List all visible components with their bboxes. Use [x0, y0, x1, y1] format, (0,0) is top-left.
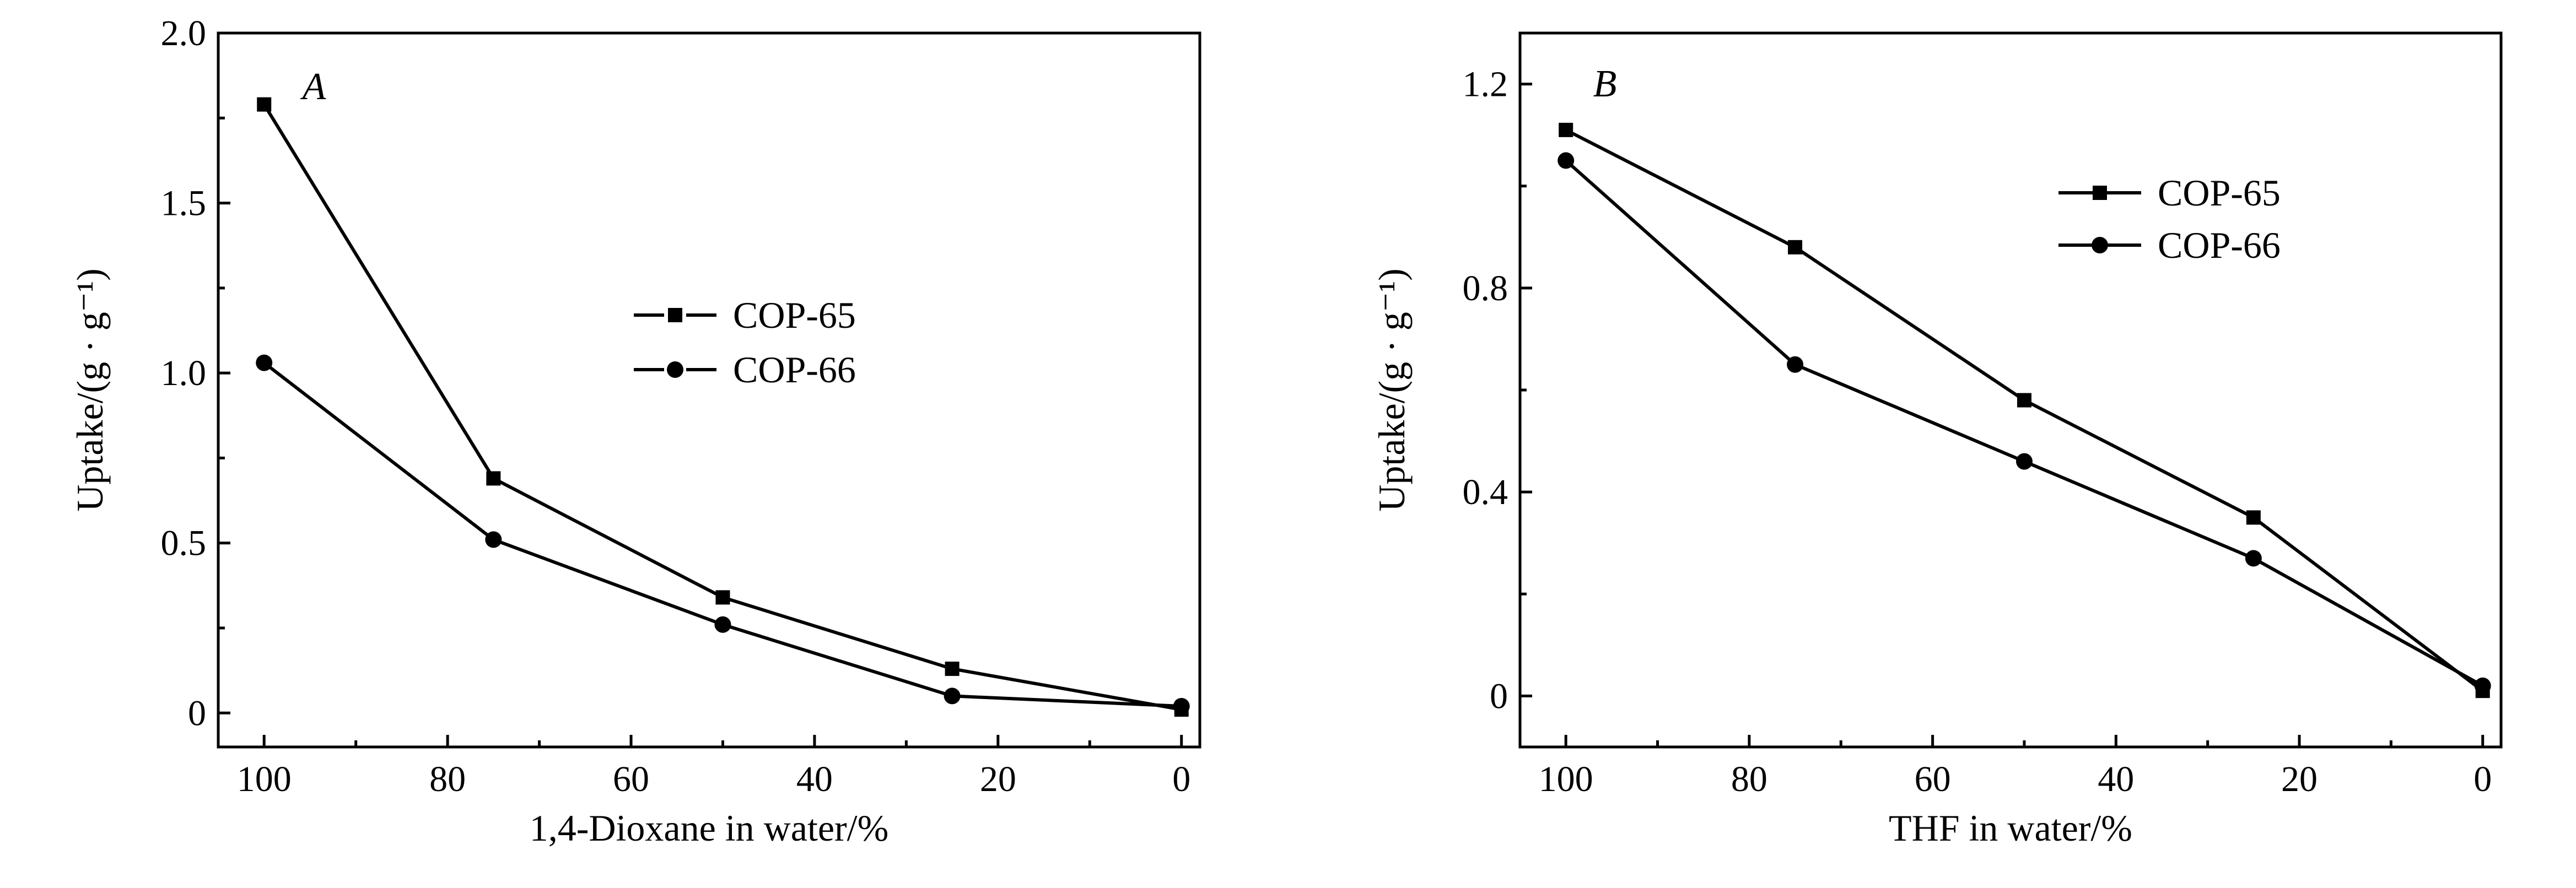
data-point-square [945, 662, 960, 676]
legend-marker-circle [667, 361, 683, 378]
y-tick-label: 0 [188, 693, 206, 733]
y-tick-label: 0 [1490, 676, 1508, 716]
x-tick-label: 20 [980, 759, 1016, 799]
chart-panel-b: 100 80 60 40 20 0 0 0.4 0.8 1.2 THF in water/% Upta… [1371, 31, 2503, 849]
data-point-circle [1787, 356, 1804, 373]
panel-label: B [1593, 63, 1617, 105]
y-tick-label: 0.5 [161, 523, 207, 564]
data-point-square [257, 97, 272, 112]
legend-label: COP-66 [2158, 224, 2281, 266]
x-tick-label: 0 [1172, 759, 1190, 799]
y-tick-label: 1.5 [161, 183, 207, 224]
y-axis-title: Uptake/(g · g⁻¹) [69, 268, 111, 511]
legend-label: COP-66 [733, 349, 856, 391]
legend-marker-square [668, 308, 682, 322]
data-point-circle [1558, 152, 1575, 169]
legend-label: COP-65 [2158, 172, 2281, 214]
legend-marker-circle [2092, 237, 2108, 253]
y-tick-label: 1.0 [161, 353, 207, 393]
y-tick-label: 0.4 [1463, 472, 1508, 512]
legend: COP-65 COP-66 [2058, 172, 2281, 266]
data-point-circle [2245, 550, 2262, 567]
x-tick-label: 20 [2281, 759, 2318, 799]
data-point-circle [714, 616, 731, 633]
chart-panel-a: 100 80 60 40 20 0 0 0.5 1.0 1.5 2.0 1,4-Dioxane in … [69, 13, 1201, 849]
legend-marker-square [2093, 186, 2107, 200]
legend: COP-65 COP-66 [634, 294, 856, 391]
data-point-circle [2015, 453, 2033, 470]
data-point-circle [944, 687, 961, 705]
x-tick-label: 60 [613, 759, 649, 799]
x-tick-label: 80 [1731, 759, 1767, 799]
data-point-circle [256, 354, 273, 371]
x-tick-label: 80 [429, 759, 466, 799]
x-tick-label: 100 [237, 759, 292, 799]
series-line-cop-65 [1565, 128, 2484, 692]
data-point-square [2017, 393, 2031, 408]
x-tick-label: 0 [2473, 759, 2492, 799]
data-point-circle [2474, 677, 2491, 694]
plot-frame [217, 31, 1201, 749]
x-tick-label: 60 [1915, 759, 1951, 799]
x-axis-title: 1,4-Dioxane in water/% [530, 807, 888, 849]
y-tick-label: 0.8 [1463, 268, 1508, 308]
data-point-square [1559, 122, 1573, 137]
x-axis-title: THF in water/% [1889, 807, 2132, 849]
x-tick-label: 100 [1539, 759, 1593, 799]
x-tick-label: 40 [796, 759, 833, 799]
y-axis-title: Uptake/(g · g⁻¹) [1371, 268, 1413, 511]
legend-label: COP-65 [733, 294, 856, 336]
panel-label: A [300, 66, 326, 108]
series-line-cop-66 [263, 361, 1182, 708]
data-point-circle [485, 531, 502, 548]
data-point-square [486, 471, 501, 486]
data-point-square [715, 590, 730, 605]
x-tick-label: 40 [2098, 759, 2134, 799]
y-tick-label: 1.2 [1463, 64, 1508, 105]
data-point-square [1788, 240, 1803, 255]
y-tick-label: 2.0 [161, 13, 207, 53]
data-point-circle [1173, 697, 1190, 714]
data-point-square [2246, 510, 2261, 525]
series-line-cop-66 [1565, 159, 2484, 687]
